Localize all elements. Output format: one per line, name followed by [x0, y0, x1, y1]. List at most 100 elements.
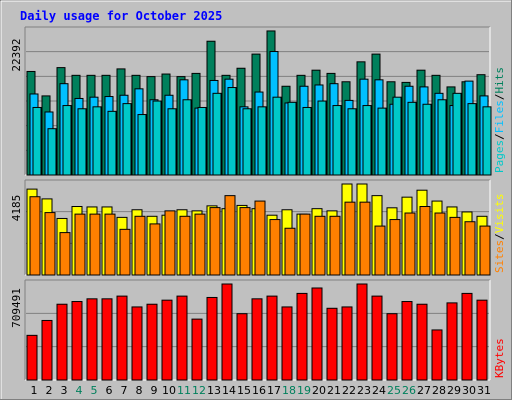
bar-sites-day-26 [404, 212, 416, 276]
x-tick-day-23: 23 [357, 384, 371, 397]
bar-pages-day-20 [317, 100, 327, 176]
bar-pages-day-1 [32, 106, 42, 176]
bar-sites-day-5 [89, 213, 101, 276]
legend-middle: Sites/Visits [493, 194, 506, 274]
bar-kbytes-day-13 [206, 296, 218, 381]
bar-pages-day-24 [377, 107, 387, 176]
x-tick-day-14: 14 [222, 384, 236, 397]
bar-kbytes-day-25 [386, 313, 398, 381]
bar-sites-day-18 [284, 227, 296, 276]
bar-pages-day-19 [302, 106, 312, 176]
x-tick-day-6: 6 [106, 384, 113, 397]
legend-entry: Visits [493, 194, 506, 234]
bar-sites-day-23 [359, 201, 371, 276]
bar-pages-day-9 [152, 100, 162, 176]
bar-kbytes-day-15 [236, 313, 248, 381]
x-tick-day-24: 24 [372, 384, 386, 397]
legend-top: Pages/Files/Hits [493, 67, 506, 173]
bar-kbytes-day-21 [326, 307, 338, 381]
x-tick-day-28: 28 [432, 384, 446, 397]
bar-sites-day-21 [329, 215, 341, 276]
bar-pages-day-16 [257, 106, 267, 176]
x-tick-day-1: 1 [31, 384, 38, 397]
chart-panels: 22392 Pages/Files/Hits 4185 Sites/Visits 709… [10, 26, 506, 381]
bar-pages-day-12 [197, 106, 207, 176]
bar-kbytes-day-16 [251, 298, 263, 381]
bar-sites-day-14 [224, 195, 236, 276]
bar-pages-day-11 [182, 99, 192, 176]
bar-sites-day-19 [299, 213, 311, 276]
bar-sites-day-12 [194, 213, 206, 276]
bar-kbytes-day-19 [296, 292, 308, 381]
bar-kbytes-day-10 [161, 299, 173, 381]
x-tick-day-31: 31 [477, 384, 491, 397]
bar-kbytes-day-3 [56, 303, 68, 381]
x-tick-day-20: 20 [312, 384, 326, 397]
y-max-label: 22392 [10, 38, 23, 71]
bar-sites-day-7 [119, 228, 131, 276]
bar-pages-day-4 [77, 108, 87, 176]
bar-pages-day-15 [242, 108, 252, 176]
bar-kbytes-day-24 [371, 295, 383, 381]
bar-pages-day-28 [437, 99, 447, 176]
bar-kbytes-day-31 [476, 299, 488, 381]
bar-kbytes-day-30 [461, 292, 473, 381]
bar-sites-day-29 [449, 216, 461, 276]
bar-sites-day-27 [419, 206, 431, 276]
bar-kbytes-day-12 [191, 318, 203, 381]
x-tick-day-11: 11 [177, 384, 191, 397]
bar-kbytes-day-5 [86, 298, 98, 381]
bar-pages-day-29 [452, 92, 462, 176]
bar-sites-day-3 [59, 232, 71, 276]
bar-sites-day-10 [164, 210, 176, 276]
bar-pages-day-14 [227, 87, 237, 176]
x-tick-day-4: 4 [76, 384, 83, 397]
x-tick-day-26: 26 [402, 384, 416, 397]
bar-pages-day-26 [407, 101, 417, 176]
panel-bottom: 709491 KBytes [10, 279, 506, 381]
x-tick-day-29: 29 [447, 384, 461, 397]
bar-kbytes-day-23 [356, 283, 368, 381]
x-tick-day-10: 10 [162, 384, 176, 397]
bar-pages-day-10 [167, 108, 177, 176]
legend-entry: / [493, 233, 506, 240]
x-tick-day-17: 17 [267, 384, 281, 397]
y-max-label: 4185 [10, 195, 23, 222]
bar-sites-day-25 [389, 219, 401, 276]
x-tick-day-2: 2 [46, 384, 53, 397]
x-tick-day-19: 19 [297, 384, 311, 397]
x-tick-day-12: 12 [192, 384, 206, 397]
x-tick-day-16: 16 [252, 384, 266, 397]
bar-pages-day-3 [62, 105, 72, 176]
bar-kbytes-day-28 [431, 329, 443, 381]
bar-pages-day-7 [122, 103, 132, 176]
legend-entry: Hits [493, 67, 506, 94]
bar-sites-day-11 [179, 215, 191, 276]
bar-sites-day-6 [104, 213, 116, 276]
bar-pages-day-8 [137, 114, 147, 176]
bar-sites-day-13 [209, 207, 221, 276]
legend-entry: / [493, 94, 506, 101]
bar-pages-day-17 [272, 96, 282, 176]
legend-bottom: KBytes [493, 338, 506, 378]
x-tick-day-13: 13 [207, 384, 221, 397]
bar-sites-day-15 [239, 207, 251, 276]
bar-kbytes-day-8 [131, 306, 143, 381]
bar-sites-day-17 [269, 219, 281, 276]
bar-kbytes-day-18 [281, 306, 293, 381]
bar-sites-day-28 [434, 212, 446, 276]
x-tick-day-30: 30 [462, 384, 476, 397]
bar-pages-day-22 [347, 108, 357, 176]
bar-pages-day-30 [467, 103, 477, 176]
bar-sites-day-16 [254, 200, 266, 276]
bar-sites-day-2 [44, 212, 56, 276]
x-tick-day-27: 27 [417, 384, 431, 397]
x-tick-day-25: 25 [387, 384, 401, 397]
x-axis-labels: 1 2 3 4 5 6 7 8 9 10 11 12 13 14 15 16 17 18 19 20 21 22 23 24 2… [31, 384, 492, 397]
x-tick-day-15: 15 [237, 384, 251, 397]
bar-sites-day-31 [479, 225, 491, 276]
bar-kbytes-day-27 [416, 303, 428, 381]
x-tick-day-3: 3 [61, 384, 68, 397]
